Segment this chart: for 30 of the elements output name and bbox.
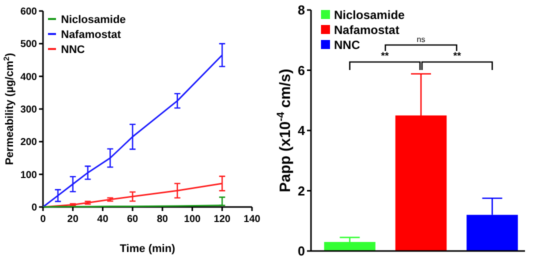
x-axis-title: Time (min) [120,243,176,255]
y-tick-label: 600 [20,6,38,18]
x-tick-label: 120 [214,214,231,225]
y-tick-label: 100 [20,170,38,181]
x-tick-label: 40 [97,214,109,225]
legend-label: Nafamostat [61,29,122,41]
legend-label: Niclosamide [334,8,406,22]
x-tick-label: 60 [127,214,139,225]
x-tick-label: 0 [40,214,46,225]
y-tick-label: 200 [20,137,38,148]
annotation: ** [453,51,462,62]
legend-label: Niclosamide [61,14,126,26]
y-tick-label: 0 [31,202,38,214]
legend-label: NNC [334,38,360,52]
y-tick-label: 2 [298,183,305,198]
y-tick-label: 500 [20,39,38,50]
y-tick-label: 6 [298,62,305,78]
legend-label: Nafamostat [334,23,400,37]
y-tick-label: 8 [298,2,305,18]
y-tick-label: 400 [20,72,38,83]
y-tick-label: 4 [298,123,306,138]
y-tick-label: 300 [20,104,38,116]
legend-label: NNC [61,44,85,56]
x-tick-label: 80 [156,214,168,225]
annotation: ns [416,35,426,44]
x-tick-label: 20 [67,214,79,225]
annotation: ** [380,51,389,62]
x-tick-label: 140 [244,214,261,225]
x-tick-label: 100 [184,214,202,225]
y-tick-label: 0 [298,244,305,259]
